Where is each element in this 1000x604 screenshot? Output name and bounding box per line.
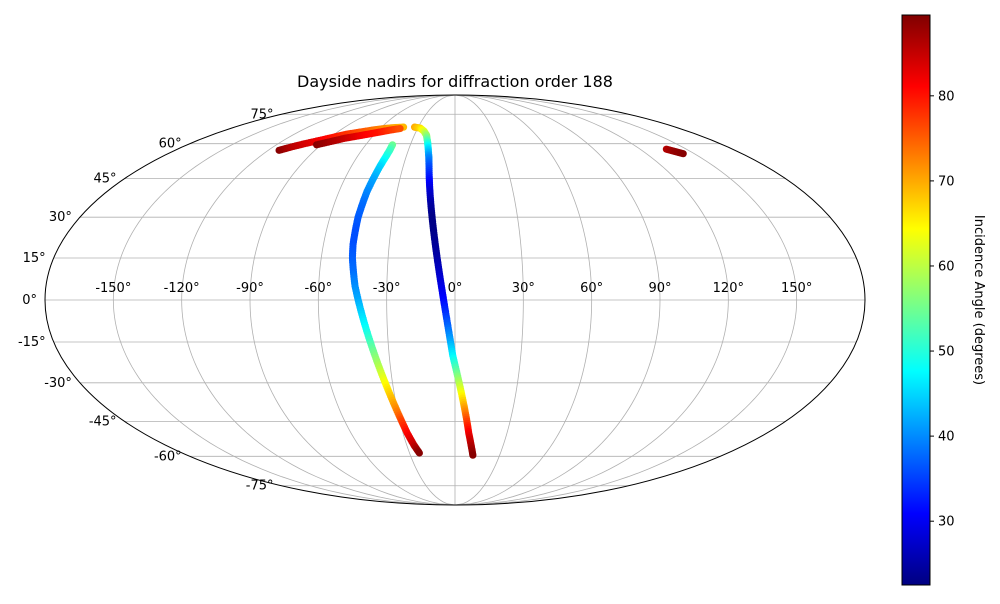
colorbar-tick-label: 40 — [938, 430, 955, 445]
colorbar-ticks: 30 40 50 60 70 80 — [930, 89, 955, 530]
colorbar-tick-label: 80 — [938, 89, 955, 104]
data-point — [396, 124, 404, 133]
lon-tick-label: -90° — [236, 281, 264, 296]
lon-tick-label: -120° — [164, 281, 200, 296]
lat-tick-label: 15° — [23, 251, 46, 266]
colorbar-label: Incidence Angle (degrees) — [971, 215, 986, 385]
lon-tick-label: 60° — [580, 281, 603, 296]
colorbar-gradient — [901, 14, 931, 586]
lat-tick-label: -15° — [18, 335, 46, 350]
map-boundary — [44, 94, 866, 506]
chart-title: Dayside nadirs for diffraction order 188 — [297, 72, 613, 91]
lon-tick-label: 90° — [648, 281, 671, 296]
colorbar-tick-label: 70 — [938, 174, 955, 189]
colorbar-tick-label: 50 — [938, 345, 955, 360]
lon-tick-label: 30° — [512, 281, 535, 296]
data-point — [415, 449, 423, 457]
lon-tick-label: -30° — [373, 281, 401, 296]
data-points — [275, 123, 687, 459]
longitude-tick-labels: -150° -120° -90° -60° -30° 0° 30° 60° 90° 120° 150… — [95, 281, 812, 296]
lat-tick-label: -75° — [246, 479, 274, 494]
lat-tick-label: 75° — [250, 107, 273, 122]
lat-tick-label: -45° — [89, 414, 117, 429]
colorbar-tick-label: 60 — [938, 259, 955, 274]
lat-tick-label: 0° — [22, 293, 37, 308]
lat-tick-label: 45° — [94, 172, 117, 187]
lon-tick-label: -60° — [304, 281, 332, 296]
lat-tick-label: -60° — [154, 449, 182, 464]
data-point — [469, 451, 477, 459]
graticule-grid — [45, 95, 865, 505]
lat-tick-label: 30° — [49, 210, 72, 225]
lat-tick-label: -30° — [44, 376, 72, 391]
lon-tick-label: 120° — [713, 281, 744, 296]
data-point — [679, 150, 687, 158]
lon-tick-label: -150° — [95, 281, 131, 296]
lon-tick-label: 150° — [781, 281, 812, 296]
colorbar-tick-label: 30 — [938, 515, 955, 530]
colorbar: 30 40 50 60 70 80 Incidence Angle (degrees) — [901, 14, 986, 586]
lat-tick-label: 60° — [159, 137, 182, 152]
lon-tick-label: 0° — [448, 281, 463, 296]
